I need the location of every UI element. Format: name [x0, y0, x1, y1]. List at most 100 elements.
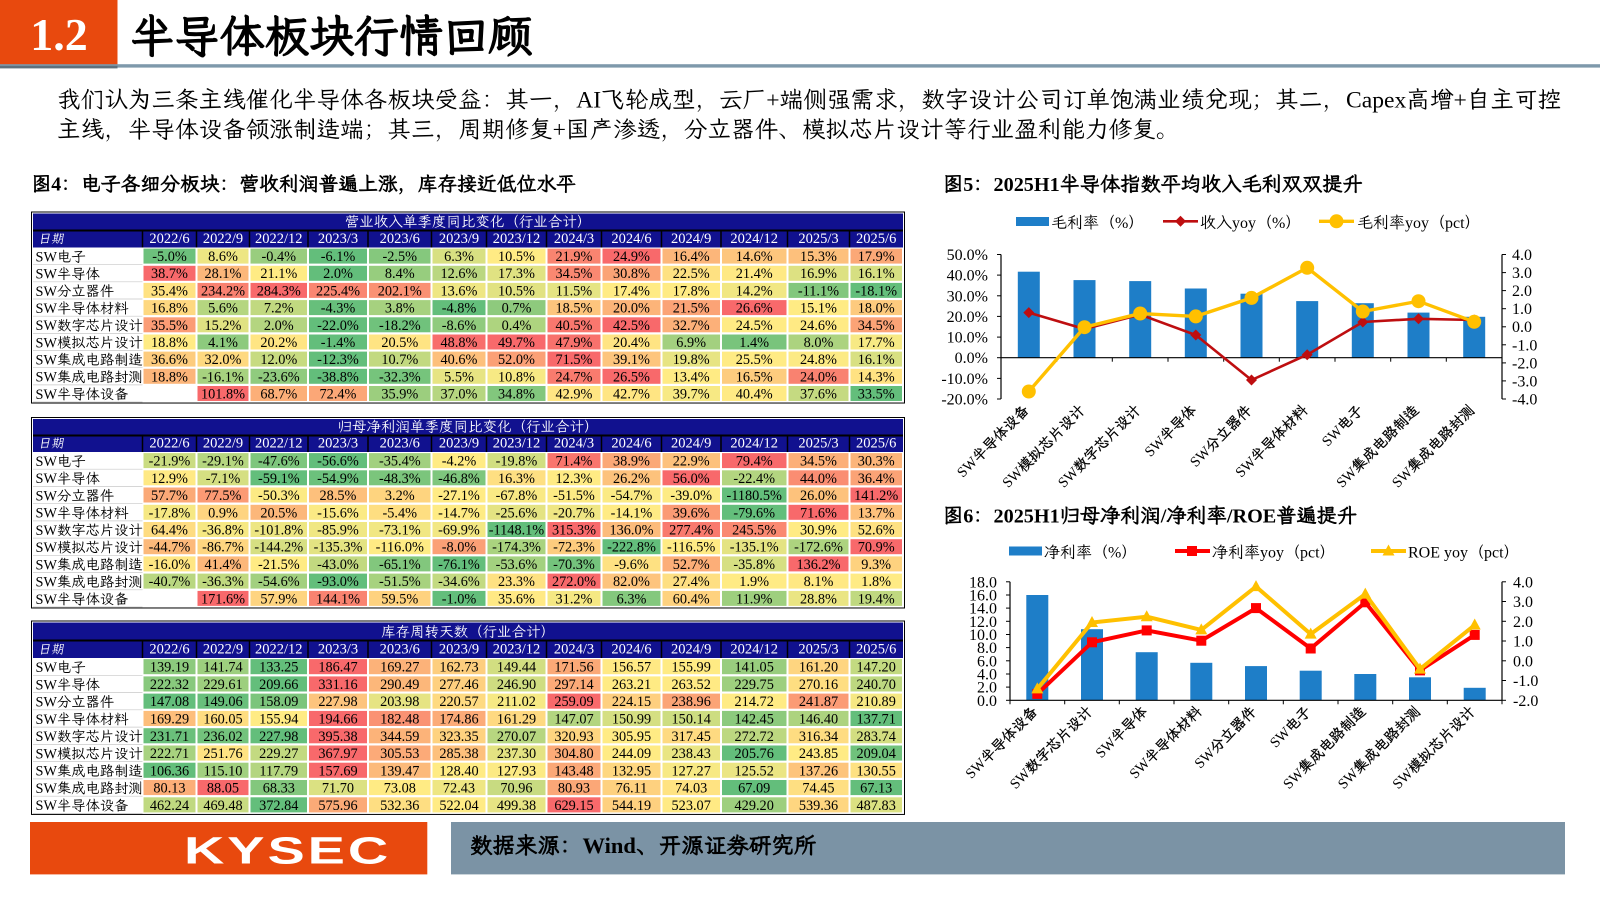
svg-text:52.7%: 52.7% [673, 557, 710, 573]
svg-text:2022/12: 2022/12 [255, 231, 303, 247]
svg-text:SW: SW [36, 454, 58, 470]
svg-text:60.4%: 60.4% [673, 591, 710, 607]
svg-text:SW: SW [36, 798, 58, 814]
svg-text:pct: pct [1445, 215, 1465, 232]
svg-text:SW: SW [36, 387, 58, 403]
svg-text:1.4%: 1.4% [739, 335, 769, 351]
svg-text:272.72: 272.72 [735, 729, 774, 745]
svg-text:6.0: 6.0 [977, 653, 997, 670]
svg-text:-72.3%: -72.3% [553, 540, 595, 556]
svg-text:16.5%: 16.5% [736, 369, 773, 385]
svg-text:5: 5 [963, 174, 973, 196]
svg-text:8.0: 8.0 [977, 640, 997, 657]
svg-text:30.8%: 30.8% [613, 266, 650, 282]
svg-text:20.0%: 20.0% [947, 309, 988, 326]
svg-text:SW: SW [36, 250, 58, 266]
svg-text:42.9%: 42.9% [556, 386, 593, 402]
svg-text:-38.8%: -38.8% [317, 369, 359, 385]
svg-text:SW: SW [36, 489, 58, 505]
svg-text:+: + [766, 88, 779, 114]
svg-text:17.8%: 17.8% [673, 283, 710, 299]
svg-text:101.8%: 101.8% [201, 386, 245, 402]
svg-text:2024/3: 2024/3 [554, 642, 594, 658]
svg-text:127.93: 127.93 [497, 763, 536, 779]
svg-text:169.29: 169.29 [150, 712, 189, 728]
svg-text:4.0: 4.0 [1513, 574, 1533, 591]
svg-text:19.8%: 19.8% [673, 352, 710, 368]
svg-text:2023/9: 2023/9 [439, 436, 479, 452]
svg-text:40.4%: 40.4% [736, 386, 773, 402]
svg-text:-1.0%: -1.0% [442, 591, 477, 607]
svg-text:-7.1%: -7.1% [206, 471, 241, 487]
svg-text:-20.7%: -20.7% [553, 505, 595, 521]
svg-text:236.02: 236.02 [203, 729, 242, 745]
svg-text:532.36: 532.36 [380, 798, 419, 814]
svg-text:2024/6: 2024/6 [611, 642, 651, 658]
svg-text:0.0: 0.0 [1512, 319, 1532, 336]
svg-text:-4.2%: -4.2% [442, 454, 477, 470]
svg-text:42.5%: 42.5% [613, 318, 650, 334]
svg-text:270.16: 270.16 [799, 677, 838, 693]
svg-text:72.4%: 72.4% [320, 386, 357, 402]
svg-text:yoy: yoy [1405, 215, 1429, 232]
svg-text:259.09: 259.09 [554, 694, 593, 710]
svg-text:2.0%: 2.0% [323, 266, 353, 282]
svg-text:2023/6: 2023/6 [380, 436, 420, 452]
svg-text:34.5%: 34.5% [858, 318, 895, 334]
svg-text:2024/3: 2024/3 [554, 231, 594, 247]
svg-text:-116.5%: -116.5% [667, 540, 715, 556]
svg-text:305.95: 305.95 [612, 729, 651, 745]
svg-text:SW: SW [36, 301, 58, 317]
svg-text:-27.1%: -27.1% [438, 488, 480, 504]
svg-text:18.0%: 18.0% [858, 301, 895, 317]
svg-text:161.20: 161.20 [799, 660, 838, 676]
svg-text:117.79: 117.79 [259, 763, 298, 779]
svg-text:SW: SW [36, 575, 58, 591]
svg-text:2024/6: 2024/6 [611, 231, 651, 247]
svg-text:24.5%: 24.5% [736, 318, 773, 334]
svg-text:38.9%: 38.9% [613, 454, 650, 470]
svg-text:SW: SW [36, 353, 58, 369]
svg-text:6: 6 [963, 505, 973, 527]
svg-text:16.1%: 16.1% [858, 352, 895, 368]
svg-text:315.3%: 315.3% [552, 523, 596, 539]
svg-text:4.0: 4.0 [977, 667, 997, 684]
svg-text:539.36: 539.36 [799, 798, 838, 814]
svg-text:251.76: 251.76 [203, 746, 242, 762]
svg-text:40.0%: 40.0% [947, 268, 988, 285]
svg-text:-36.8%: -36.8% [202, 523, 244, 539]
svg-text:127.27: 127.27 [672, 763, 711, 779]
svg-text:21.4%: 21.4% [736, 266, 773, 282]
svg-text:-59.1%: -59.1% [258, 471, 300, 487]
svg-text:149.06: 149.06 [203, 694, 242, 710]
svg-text:-135.1%: -135.1% [730, 540, 779, 556]
svg-text:20.5%: 20.5% [381, 335, 418, 351]
svg-text:-14.1%: -14.1% [611, 505, 653, 521]
svg-text:KYSEC: KYSEC [184, 830, 391, 872]
svg-text:2025H1: 2025H1 [994, 174, 1060, 196]
svg-text:0.7%: 0.7% [502, 301, 532, 317]
svg-text:237.30: 237.30 [497, 746, 536, 762]
svg-text:-19.8%: -19.8% [496, 454, 538, 470]
svg-text:8.4%: 8.4% [385, 266, 415, 282]
svg-text:171.56: 171.56 [554, 660, 593, 676]
svg-text:229.27: 229.27 [259, 746, 298, 762]
svg-text:1.2: 1.2 [30, 9, 88, 60]
svg-text:-172.6%: -172.6% [794, 540, 843, 556]
svg-text:147.20: 147.20 [857, 660, 896, 676]
svg-text:56.0%: 56.0% [673, 471, 710, 487]
svg-text:317.45: 317.45 [672, 729, 711, 745]
svg-text:128.40: 128.40 [439, 763, 478, 779]
svg-text:186.47: 186.47 [318, 660, 357, 676]
svg-text:18.5%: 18.5% [556, 301, 593, 317]
svg-text:-36.3%: -36.3% [202, 574, 244, 590]
svg-text:157.69: 157.69 [318, 763, 357, 779]
svg-text:-6.1%: -6.1% [321, 249, 356, 265]
svg-text:162.73: 162.73 [439, 660, 478, 676]
svg-text:30.9%: 30.9% [800, 523, 837, 539]
svg-text:462.24: 462.24 [150, 798, 189, 814]
svg-text:2025/3: 2025/3 [798, 642, 838, 658]
svg-text:6.3%: 6.3% [444, 249, 474, 265]
svg-text:209.04: 209.04 [857, 746, 896, 762]
svg-text:47.9%: 47.9% [556, 335, 593, 351]
